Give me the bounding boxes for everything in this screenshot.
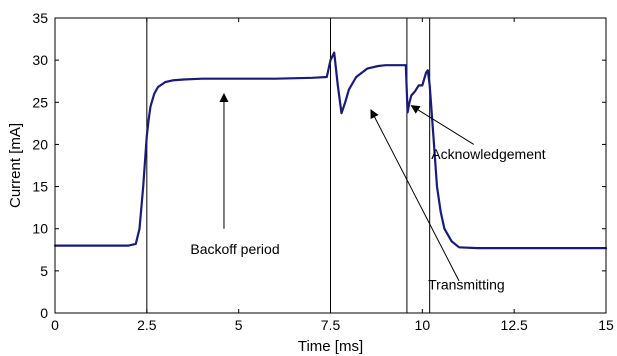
x-tick-label: 5 <box>235 317 243 333</box>
x-tick-label: 2.5 <box>137 317 157 333</box>
annotation-arrow <box>410 105 475 145</box>
x-tick-label: 15 <box>598 317 614 333</box>
annotation-label: Transmitting <box>428 276 505 292</box>
y-tick-label: 10 <box>32 221 48 237</box>
y-tick-label: 35 <box>32 10 48 26</box>
x-tick-label: 7.5 <box>321 317 341 333</box>
y-tick-label: 0 <box>40 305 48 321</box>
y-tick-label: 30 <box>32 52 48 68</box>
y-tick-label: 5 <box>40 263 48 279</box>
x-tick-label: 12.5 <box>501 317 528 333</box>
y-axis-label: Current [mA] <box>7 123 24 208</box>
annotation-label: Backoff period <box>190 241 279 257</box>
y-tick-label: 20 <box>32 136 48 152</box>
x-tick-label: 0 <box>51 317 59 333</box>
x-axis-label: Time [ms] <box>298 338 363 355</box>
axes: 0 2.5 5 7.5 10 12.5 15 0 5 10 15 20 25 30 35 <box>32 10 614 333</box>
annotation-layer: Backoff period Transmitting Acknowledgemen… <box>190 92 546 292</box>
y-tick-label: 15 <box>32 179 48 195</box>
marker-lines <box>146 18 431 313</box>
current-series-line <box>53 51 608 250</box>
annotation-label: Acknowledgement <box>431 146 546 162</box>
series-layer <box>53 51 608 250</box>
x-tick-label: 10 <box>415 317 431 333</box>
annotation-arrow <box>370 109 460 282</box>
y-tick-label: 25 <box>32 94 48 110</box>
